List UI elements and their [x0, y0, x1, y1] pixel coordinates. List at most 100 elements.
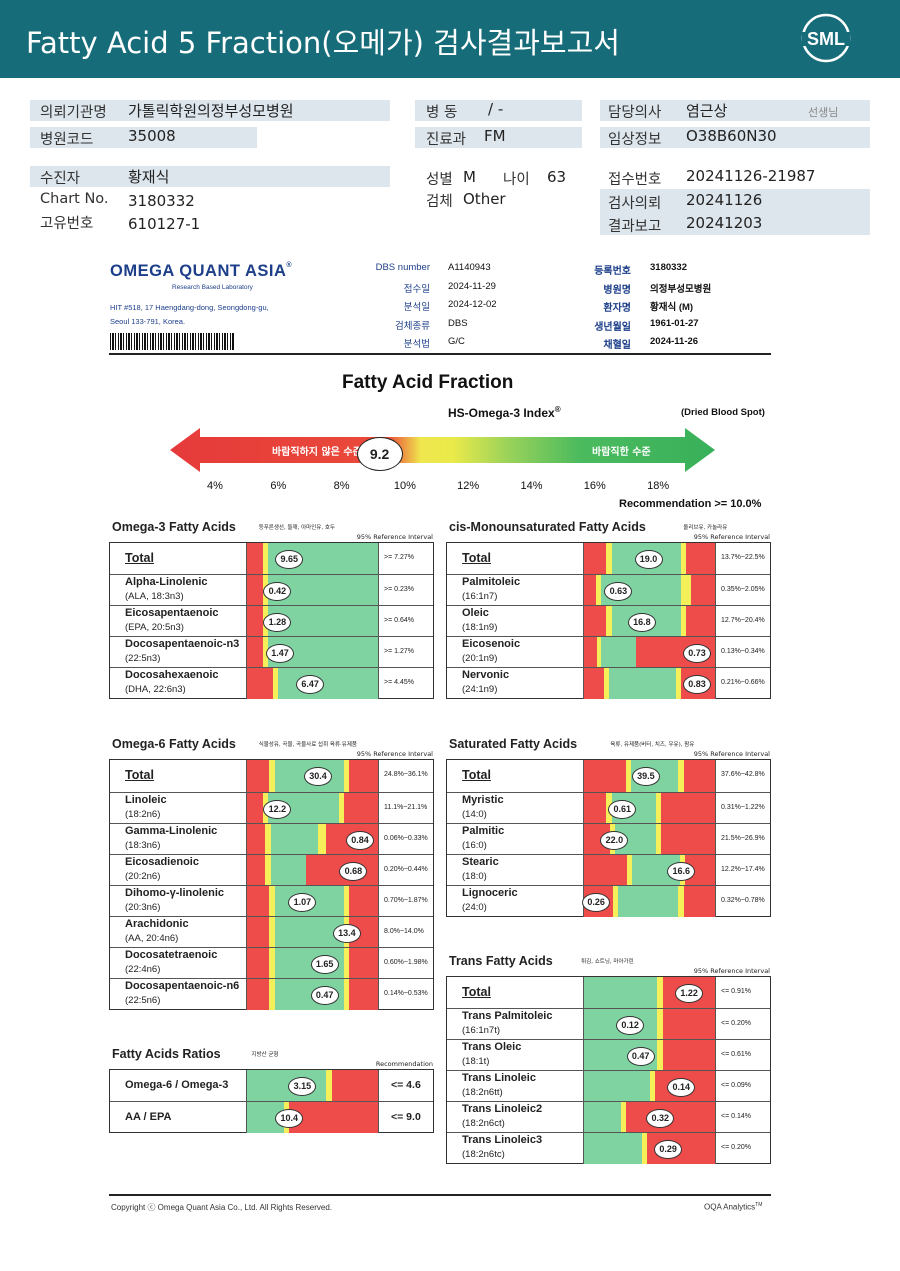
mufa-sub: 올리브유, 카놀라유 — [683, 525, 728, 531]
omega6-title: Omega-6 Fatty Acids — [112, 737, 236, 751]
trans-sub: 튀김, 쇼트닝, 마아가린 — [581, 959, 634, 965]
patient-label: 수진자 — [40, 171, 81, 187]
row-gauge — [583, 855, 716, 886]
index-tick: 16% — [583, 480, 606, 492]
row-ref: >= 0.64% — [384, 616, 414, 624]
gauge-segment — [338, 793, 344, 824]
gauge-segment — [678, 760, 684, 792]
gauge-segment — [343, 948, 350, 979]
omega6-sub: 식물성유, 곡물, 곡물사료 섭취 육류·유제품 — [258, 742, 357, 748]
gauge-segment — [349, 886, 378, 917]
gauge-segment — [247, 917, 270, 948]
info-bar-hospital-code — [30, 127, 257, 148]
row-name: Lignoceric — [462, 887, 518, 899]
table-row: Omega-6 / Omega-3 3.15 <= 4.6 — [110, 1070, 433, 1101]
gauge-segment — [288, 1102, 378, 1133]
info-bar-doctor — [600, 100, 870, 121]
gauge-segment — [625, 760, 632, 792]
row-sub: (20:2n6) — [125, 871, 161, 882]
value-marker: 9.65 — [275, 549, 304, 569]
row-ref: 0.60%~1.98% — [384, 958, 428, 966]
row-name: Docosatetraenoic — [125, 949, 218, 961]
index-spot: (Dried Blood Spot) — [681, 407, 765, 418]
gauge-segment — [273, 668, 279, 699]
gauge-segment — [349, 979, 378, 1010]
gauge-segment — [606, 606, 612, 637]
value-marker: 0.61 — [608, 799, 637, 819]
table-row: Gamma-Linolenic (18:3n6) 0.84 0.06%~0.33% — [110, 823, 433, 855]
value-marker: 3.15 — [288, 1076, 317, 1096]
table-row: Trans Palmitoleic (16:1n7t) 0.12 <= 0.20% — [447, 1008, 770, 1040]
value-marker: 1.47 — [266, 643, 295, 663]
index-tick: 10% — [393, 480, 416, 492]
row-sub: (18:2n6ct) — [462, 1118, 505, 1129]
footer-brand: OQA AnalyticsTM — [704, 1202, 763, 1212]
row-name: Oleic — [462, 607, 489, 619]
row-ref: <= 0.20% — [721, 1143, 751, 1151]
value-marker: 39.5 — [631, 767, 660, 786]
gauge-segment — [269, 886, 275, 917]
gauge-segment — [608, 668, 676, 699]
table-row: Docosatetraenoic (22:4n6) 1.65 0.60%~1.98% — [110, 947, 433, 979]
lab-mid-label: 분석법 — [403, 339, 430, 350]
row-name: Trans Oleic — [462, 1041, 522, 1053]
row-gauge — [246, 543, 379, 574]
gauge-segment — [247, 979, 270, 1010]
gauge-segment — [606, 543, 612, 574]
lab-right-label: 병원명 — [603, 284, 631, 296]
row-total-label: Total — [462, 768, 491, 782]
gauge-segment — [349, 948, 378, 979]
lab-divider — [109, 353, 771, 355]
row-sub: (18:0) — [462, 871, 487, 882]
row-ref: >= 1.27% — [384, 647, 414, 655]
gauge-segment — [584, 855, 628, 886]
row-ref: <= 0.91% — [721, 987, 751, 995]
row-sub: (18:2n6tc) — [462, 1149, 505, 1160]
gauge-segment — [618, 886, 679, 917]
gauge-segment — [584, 1071, 650, 1102]
table-row: Total 19.0 13.7%~22.5% — [447, 543, 770, 574]
row-sub: (18:2n6tt) — [462, 1087, 503, 1098]
gauge-segment — [683, 886, 715, 917]
gauge-segment — [317, 824, 326, 855]
row-sub: (EPA, 20:5n3) — [125, 622, 184, 633]
row-ref: <= 9.0 — [391, 1110, 421, 1123]
gauge-segment — [661, 793, 715, 824]
gauge-segment — [680, 606, 687, 637]
doctor-value: 염근상 — [686, 102, 728, 120]
row-gauge — [246, 1070, 379, 1101]
sex-value: M — [463, 168, 476, 186]
footer-tm: TM — [755, 1202, 763, 1208]
gauge-segment — [683, 760, 715, 792]
gauge-segment — [584, 543, 607, 574]
gauge-segment — [247, 855, 266, 886]
row-name: Omega-6 / Omega-3 — [125, 1078, 229, 1091]
gauge-segment — [584, 637, 598, 668]
request-label: 검사의뢰 — [608, 196, 662, 212]
trans-title: Trans Fatty Acids — [449, 954, 553, 968]
row-ref: 12.2%~17.4% — [721, 865, 765, 873]
gauge-segment — [657, 1040, 663, 1071]
receipt-label: 접수번호 — [608, 172, 662, 188]
sml-logo: SML — [801, 13, 851, 63]
footer-copyright: Copyright ⓒ Omega Quant Asia Co., Ltd. A… — [111, 1203, 332, 1212]
row-gauge — [246, 824, 379, 855]
gauge-segment — [584, 760, 626, 792]
row-name: Linoleic — [125, 794, 167, 806]
value-marker: 6.47 — [296, 674, 325, 694]
row-gauge — [246, 1102, 379, 1133]
footer-divider — [109, 1194, 771, 1196]
table-row: Docosapentaenoic-n3 (22:5n3) 1.47 >= 1.27% — [110, 636, 433, 668]
gauge-segment — [686, 543, 715, 574]
hospital-code-label: 병원코드 — [40, 132, 94, 148]
lab-mid-label: 분석일 — [403, 302, 430, 313]
row-name: Eicosapentaenoic — [125, 607, 219, 619]
index-tick: 6% — [270, 480, 287, 492]
info-bar-clinical — [600, 127, 870, 148]
table-row: Nervonic (24:1n9) 0.83 0.21%~0.66% — [447, 667, 770, 699]
gauge-segment — [343, 760, 350, 792]
mufa-ref-header: 95% Reference Interval — [693, 533, 770, 541]
gauge-segment — [584, 575, 596, 606]
dept-label: 진료과 — [426, 132, 467, 148]
gauge-segment — [247, 637, 263, 668]
